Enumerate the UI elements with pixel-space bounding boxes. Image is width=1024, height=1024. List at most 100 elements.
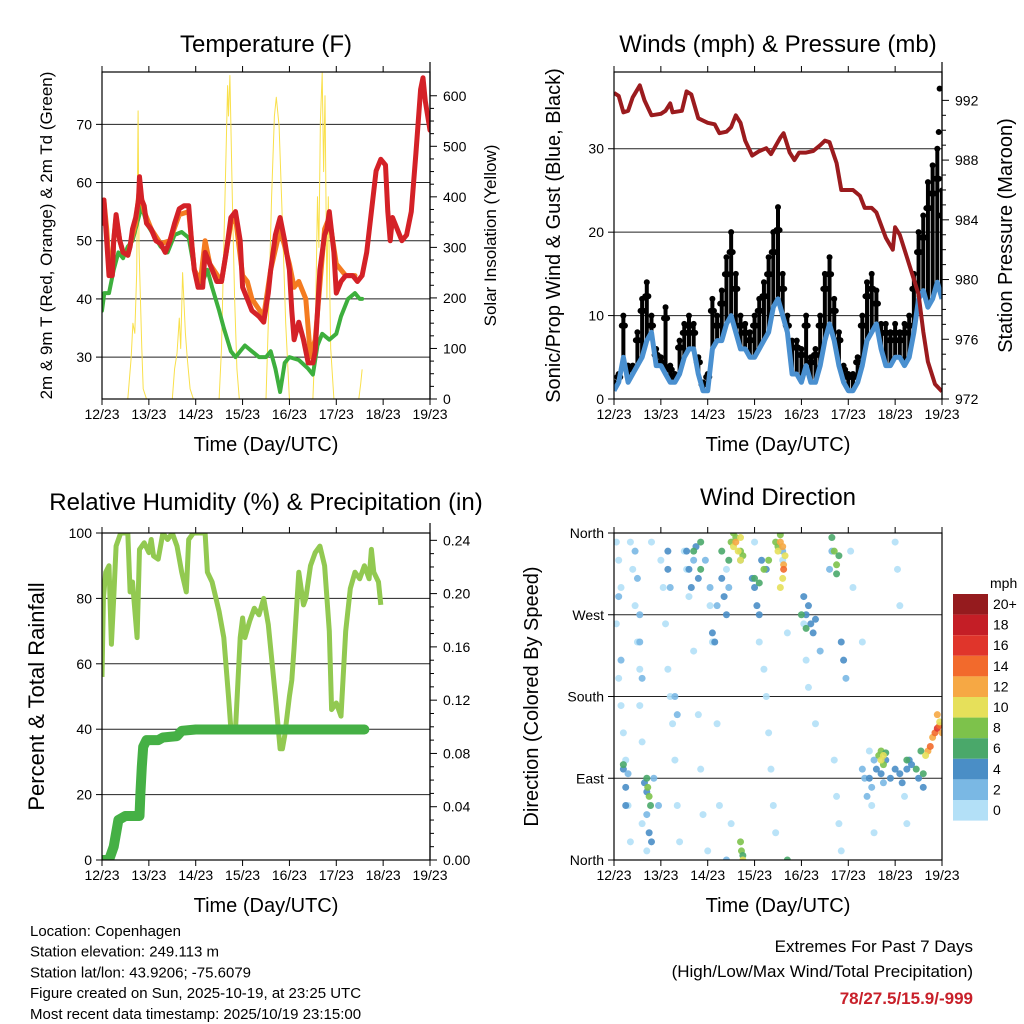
direction-point xyxy=(765,729,773,737)
chart-panel-2: Relative Humidity (%) & Precipitation (i… xyxy=(24,489,483,917)
direction-point xyxy=(811,720,819,728)
y-tick-label: South xyxy=(567,689,604,705)
footer-latlon: Station lat/lon: 43.9206; -75.6079 xyxy=(30,964,251,981)
direction-point xyxy=(779,574,787,582)
legend-swatch xyxy=(953,758,988,780)
data-layer xyxy=(614,83,942,394)
direction-point xyxy=(711,638,719,646)
direction-point xyxy=(760,665,768,673)
y-tick-label: 40 xyxy=(76,721,92,737)
x-axis-label: Time (Day/UTC) xyxy=(194,434,339,456)
x-tick-label: 14/23 xyxy=(690,406,725,422)
direction-point xyxy=(783,856,791,860)
y-tick-label: 40 xyxy=(76,291,92,307)
direction-point xyxy=(896,602,904,610)
direction-point xyxy=(713,602,721,610)
direction-point xyxy=(879,779,887,787)
direction-point xyxy=(737,534,745,542)
direction-point xyxy=(933,711,941,719)
direction-point xyxy=(811,615,819,623)
y-tick-label: 80 xyxy=(76,590,92,606)
y-tick-label: 30 xyxy=(588,141,604,157)
direction-point xyxy=(858,638,866,646)
direction-point xyxy=(919,770,927,778)
x-tick-label: 15/23 xyxy=(225,867,260,883)
x-axis-label: Time (Day/UTC) xyxy=(194,895,339,917)
y-tick-label-right: 0.08 xyxy=(443,745,470,761)
footer-created: Figure created on Sun, 2025-10-19, at 23… xyxy=(30,985,361,1002)
data-layer xyxy=(614,533,942,860)
gust-point xyxy=(935,129,942,136)
direction-point xyxy=(673,711,681,719)
data-layer xyxy=(102,533,384,860)
x-tick-label: 19/23 xyxy=(924,867,959,883)
direction-point xyxy=(830,756,838,764)
y-tick-label: East xyxy=(576,770,604,786)
direction-point xyxy=(833,792,841,800)
footer-location: Location: Copenhagen xyxy=(30,923,181,940)
y-tick-label-right: 988 xyxy=(955,152,979,168)
direction-point xyxy=(739,856,747,860)
direction-point xyxy=(704,847,712,855)
direction-point xyxy=(687,584,695,591)
direction-point xyxy=(706,584,714,591)
direction-point xyxy=(797,611,805,619)
direction-point xyxy=(915,774,923,782)
x-tick-label: 12/23 xyxy=(596,406,631,422)
x-tick-label: 17/23 xyxy=(831,406,866,422)
direction-point xyxy=(809,629,817,637)
direction-point xyxy=(922,752,930,760)
chart-title: Winds (mph) & Pressure (mb) xyxy=(619,31,936,58)
direction-point xyxy=(765,556,773,564)
legend-label: 2 xyxy=(993,781,1001,797)
direction-point xyxy=(758,556,766,564)
direction-point xyxy=(615,593,623,601)
direction-point xyxy=(683,547,691,555)
x-tick-label: 18/23 xyxy=(878,867,913,883)
direction-point xyxy=(840,656,848,664)
direction-point xyxy=(779,543,787,551)
direction-point xyxy=(783,629,791,637)
direction-point xyxy=(619,729,627,737)
direction-point xyxy=(643,847,651,855)
direction-point xyxy=(891,765,899,773)
direction-point xyxy=(725,556,733,564)
direction-point xyxy=(615,556,623,564)
direction-point xyxy=(664,547,672,555)
direction-point xyxy=(774,547,782,555)
x-tick-label: 19/23 xyxy=(412,406,447,422)
legend-swatch xyxy=(953,800,988,821)
y-tick-label-right: 500 xyxy=(443,138,467,154)
legend-label: 8 xyxy=(993,720,1001,736)
direction-point xyxy=(690,556,698,564)
gust-point xyxy=(936,85,942,92)
direction-point xyxy=(835,820,843,828)
y-tick-label-right: 984 xyxy=(955,212,979,228)
series-line-precipitation xyxy=(102,724,370,860)
y-tick-label: 20 xyxy=(76,787,92,803)
direction-point xyxy=(657,556,665,564)
direction-point xyxy=(908,761,916,769)
y-tick-label-right: 0.16 xyxy=(443,639,470,655)
direction-point xyxy=(872,765,880,773)
direction-point xyxy=(891,538,899,546)
direction-point xyxy=(781,552,789,560)
direction-point xyxy=(879,752,887,760)
direction-point xyxy=(647,538,655,546)
direction-point xyxy=(734,547,742,555)
extremes-values: 78/27.5/15.9/-999 xyxy=(840,989,973,1008)
direction-point xyxy=(727,820,735,828)
direction-point xyxy=(865,774,873,782)
direction-point xyxy=(631,547,639,555)
direction-point xyxy=(828,534,836,542)
y-tick-label: 0 xyxy=(596,391,604,407)
y-tick-label-right: 0.12 xyxy=(443,692,470,708)
direction-point xyxy=(644,783,652,791)
x-tick-label: 17/23 xyxy=(319,867,354,883)
direction-point xyxy=(638,820,646,828)
direction-point xyxy=(919,783,927,791)
direction-point xyxy=(715,802,723,809)
direction-point xyxy=(807,620,815,628)
direction-point xyxy=(697,765,705,773)
direction-point xyxy=(622,802,630,809)
